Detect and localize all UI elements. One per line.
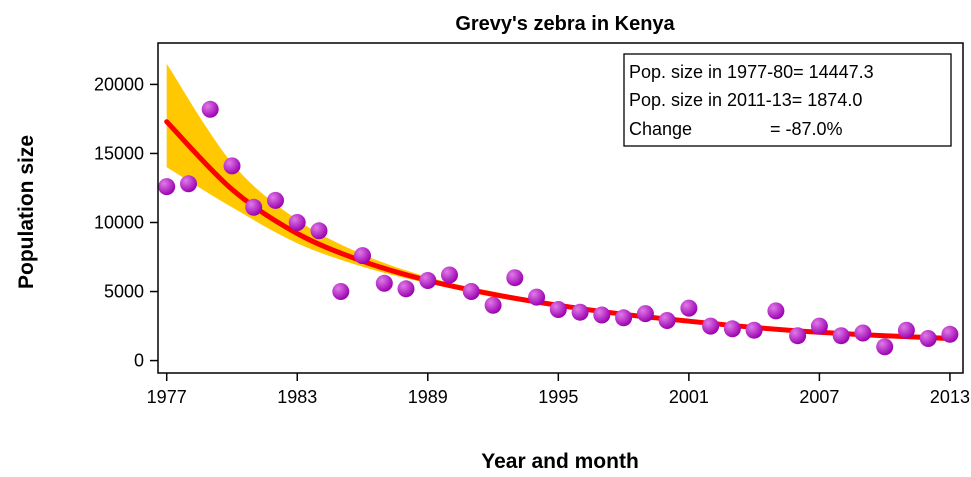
- data-point: [375, 274, 393, 292]
- y-tick-label: 10000: [94, 212, 144, 232]
- plot-frame: [157, 42, 964, 374]
- data-point: [571, 303, 589, 321]
- annotation-box: Pop. size in 1977-80= 14447.3 Pop. size …: [623, 53, 952, 147]
- data-point: [919, 330, 937, 347]
- annotation-change-label: Change: [629, 119, 692, 139]
- chart-title: Grevy's zebra in Kenya: [455, 13, 675, 35]
- data-point: [158, 178, 176, 196]
- data-point: [832, 327, 850, 345]
- x-axis: 1977 1983 1989 1995 2001 2007 2013: [147, 373, 970, 407]
- data-point: [506, 269, 524, 287]
- x-axis-label: Year and month: [481, 450, 639, 473]
- x-tick-label: 1989: [408, 387, 448, 407]
- x-tick-label: 1995: [538, 387, 578, 407]
- data-point: [658, 312, 676, 329]
- y-tick-label: 15000: [94, 143, 144, 163]
- data-point: [702, 317, 720, 335]
- data-point: [767, 302, 785, 320]
- y-axis: 0 5000 10000 15000 20000: [94, 74, 158, 371]
- data-point: [223, 157, 241, 175]
- y-tick-label: 5000: [104, 282, 144, 302]
- annotation-frame: [623, 53, 952, 147]
- data-point: [876, 338, 894, 356]
- data-point: [288, 214, 306, 231]
- data-point: [484, 296, 502, 314]
- annotation-line-2: Pop. size in 2011-13= 1874.0: [629, 90, 862, 110]
- data-point: [897, 321, 915, 339]
- data-point: [419, 272, 437, 289]
- data-point: [615, 309, 633, 327]
- data-points: [158, 100, 959, 356]
- y-tick-label: 0: [134, 351, 144, 371]
- data-point: [528, 288, 546, 306]
- plot-area: [158, 63, 959, 356]
- y-tick-label: 20000: [94, 74, 144, 94]
- y-axis-label: Population size: [15, 135, 38, 289]
- data-point: [201, 100, 219, 118]
- data-point: [854, 324, 872, 342]
- data-point: [267, 191, 284, 209]
- x-tick-label: 2007: [799, 387, 839, 407]
- data-point: [941, 325, 959, 343]
- data-point: [745, 321, 763, 339]
- data-point: [680, 299, 698, 317]
- data-point: [593, 306, 611, 324]
- x-tick-label: 1977: [147, 387, 187, 407]
- data-point: [245, 198, 263, 216]
- data-point: [310, 222, 328, 240]
- data-point: [549, 301, 567, 318]
- data-point: [332, 283, 350, 300]
- data-point: [180, 175, 197, 193]
- data-point: [810, 317, 828, 335]
- annotation-line-1: Pop. size in 1977-80= 14447.3: [629, 62, 874, 82]
- data-point: [462, 283, 480, 300]
- x-tick-label: 2001: [669, 387, 709, 407]
- annotation-change-value: = -87.0%: [770, 119, 843, 139]
- data-point: [723, 320, 741, 338]
- data-point: [636, 305, 654, 323]
- data-point: [441, 266, 458, 284]
- x-tick-label: 2013: [930, 387, 970, 407]
- data-point: [789, 327, 807, 345]
- x-tick-label: 1983: [277, 387, 317, 407]
- data-point: [354, 247, 371, 265]
- data-point: [397, 280, 415, 298]
